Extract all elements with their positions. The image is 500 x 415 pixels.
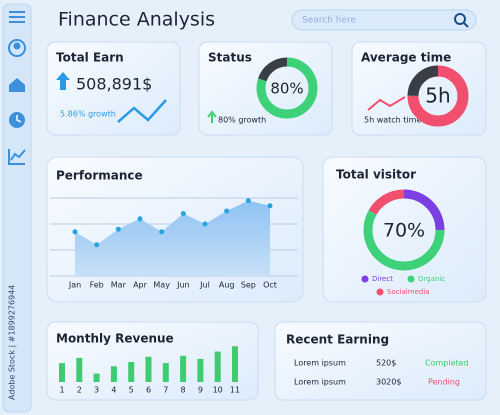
cell: Lorem ipsum [294, 359, 346, 368]
legend-swatch [376, 288, 384, 296]
bar [197, 358, 204, 382]
x-tick-label: 7 [163, 386, 168, 395]
x-tick-label: Oct [263, 281, 277, 290]
x-tick-label: Aug [219, 281, 235, 290]
donut-segment [256, 57, 318, 119]
card-title: Recent Earning [286, 333, 389, 347]
revenue-card [46, 321, 259, 401]
search-placeholder: Search here [302, 16, 357, 26]
home-icon[interactable] [9, 78, 25, 92]
visitor-card [322, 156, 487, 303]
donut-segment [407, 65, 469, 127]
x-tick-label: May [153, 281, 170, 290]
center-label: 5h [425, 84, 450, 108]
data-point [137, 216, 143, 222]
bar [110, 366, 117, 382]
donut-segment [363, 189, 445, 271]
data-point [94, 242, 100, 248]
x-tick-label: Jul [199, 281, 210, 290]
status-note: 80% growth [218, 116, 266, 125]
legend-label: Direct [372, 275, 393, 283]
cell: Lorem ipsum [294, 378, 346, 387]
x-tick-label: Mar [111, 281, 127, 290]
trend-line [117, 99, 167, 123]
status-cell: Pending [428, 378, 460, 387]
x-tick-label: 3 [94, 386, 99, 395]
card-title: Total Earn [56, 51, 124, 65]
chart-icon[interactable] [8, 149, 26, 165]
legend-label: Organic [418, 275, 445, 283]
earning-table: Lorem ipsum 520$ Completed Lorem ipsum 3… [294, 359, 469, 387]
area [75, 200, 270, 276]
x-tick-label: Jun [176, 281, 190, 290]
trend-line [367, 96, 406, 111]
data-point [202, 221, 208, 227]
card-title: Performance [56, 169, 143, 183]
card-title: Monthly Revenue [56, 332, 174, 346]
card-title: Total visitor [336, 168, 416, 182]
bar [128, 362, 135, 382]
x-tick-label: 6 [146, 386, 151, 395]
x-tick-label: 10 [213, 386, 223, 395]
recent-earning-card [274, 321, 487, 401]
center-label: 80% [270, 80, 303, 98]
x-tick-label: 2 [77, 386, 82, 395]
user-icon[interactable] [8, 39, 26, 57]
legend-swatch [407, 275, 415, 283]
x-tick-label: 1 [59, 386, 64, 395]
data-point [159, 229, 165, 235]
up-arrow [207, 110, 217, 123]
legend-swatch [361, 275, 369, 283]
legend-label: Socialmedia [387, 288, 430, 296]
clock-icon[interactable] [9, 112, 25, 128]
bar [59, 363, 65, 382]
x-tick-label: Sep [241, 281, 256, 290]
x-tick-label: Feb [90, 281, 104, 290]
average-note: 5h watch time [364, 116, 421, 125]
center-label: 70% [383, 220, 425, 242]
donut-segment [363, 189, 445, 271]
search-box[interactable] [291, 9, 477, 31]
card-title: Average time [361, 51, 451, 65]
search-icon[interactable] [454, 13, 469, 28]
bar [162, 363, 169, 382]
menu-icon[interactable] [9, 11, 25, 23]
card-title: Status [208, 51, 252, 65]
data-point [115, 226, 121, 232]
watermark: Adobe Stock | #1899276944 [8, 285, 17, 400]
x-tick-label: 4 [111, 386, 116, 395]
earn-growth: 5.86% growth [60, 110, 116, 119]
cell: 3020$ [376, 378, 401, 387]
data-point [180, 211, 186, 217]
sidebar: Adobe Stock | #1899276944 [2, 3, 32, 413]
bar [180, 355, 187, 382]
x-tick-label: Jan [68, 281, 81, 290]
up-arrow [56, 72, 70, 90]
bar [232, 346, 238, 382]
page-title: Finance Analysis [58, 9, 215, 31]
x-tick-label: Apr [133, 281, 148, 290]
x-tick-label: 11 [230, 386, 240, 395]
data-point [72, 229, 78, 235]
bar [145, 356, 152, 382]
earn-amount: 508,891$ [76, 75, 152, 94]
total-earn-card [46, 41, 181, 136]
x-tick-label: 9 [198, 386, 203, 395]
sidebar-panel [2, 3, 32, 413]
bar [76, 357, 83, 382]
status-cell: Completed [425, 359, 469, 368]
x-tick-label: 5 [129, 386, 134, 395]
x-tick-label: 8 [181, 386, 186, 395]
data-point [224, 208, 230, 214]
data-point [267, 203, 273, 209]
cell: 520$ [376, 359, 396, 368]
data-point [245, 198, 251, 204]
bar [93, 373, 100, 382]
bar [214, 351, 221, 382]
